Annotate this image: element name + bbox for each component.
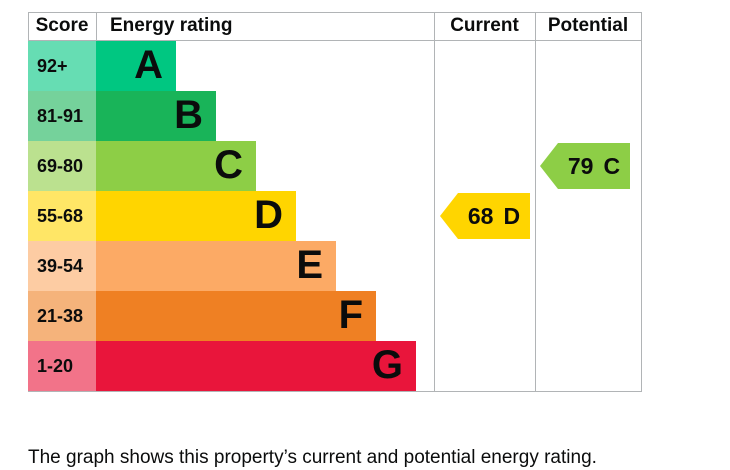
score-range-b: 81-91 — [28, 91, 96, 141]
band-row-e: 39-54 E — [28, 241, 641, 291]
current-column-header: Current — [450, 15, 519, 36]
band-row-a: 92+ A — [28, 41, 641, 91]
header-bottom-border — [28, 40, 641, 41]
band-letter-b: B — [174, 93, 203, 137]
score-range-a: 92+ — [28, 41, 96, 91]
header-left-border — [28, 13, 29, 40]
current-rating-letter: D — [503, 202, 521, 229]
potential-rating-value: 79 — [567, 152, 594, 179]
band-bar-b: B — [96, 91, 216, 141]
score-range-f: 21-38 — [28, 291, 96, 341]
band-row-f: 21-38 F — [28, 291, 641, 341]
band-bar-a: A — [96, 41, 176, 91]
score-range-d: 55-68 — [28, 191, 96, 241]
band-letter-f: F — [338, 293, 363, 337]
potential-rating-letter: C — [603, 152, 621, 179]
header-score-separator — [96, 13, 97, 40]
current-column-border — [434, 13, 435, 391]
band-bar-g: G — [96, 341, 416, 391]
band-row-g: 1-20 G — [28, 341, 641, 391]
current-rating-value: 68 — [467, 202, 494, 229]
band-letter-a: A — [134, 43, 163, 87]
band-bar-d: D — [96, 191, 296, 241]
band-letter-d: D — [254, 193, 283, 237]
chart-caption: The graph shows this property’s current … — [28, 447, 597, 468]
score-range-g: 1-20 — [28, 341, 96, 391]
band-bar-c: C — [96, 141, 256, 191]
band-row-b: 81-91 B — [28, 91, 641, 141]
potential-rating-arrow: 79 C — [540, 143, 630, 189]
score-range-e: 39-54 — [28, 241, 96, 291]
current-rating-arrow: 68 D — [440, 193, 530, 239]
epc-rating-chart: Score Energy rating Current Potential 92… — [28, 12, 642, 392]
score-range-c: 69-80 — [28, 141, 96, 191]
band-row-c: 69-80 C — [28, 141, 641, 191]
energy-rating-column-header: Energy rating — [110, 15, 233, 36]
band-bar-e: E — [96, 241, 336, 291]
band-letter-g: G — [371, 343, 403, 387]
band-letter-e: E — [296, 243, 323, 287]
potential-column-border — [535, 13, 536, 391]
band-letter-c: C — [214, 143, 243, 187]
band-bar-f: F — [96, 291, 376, 341]
potential-column-header: Potential — [547, 15, 629, 36]
score-column-header: Score — [35, 15, 89, 36]
band-row-d: 55-68 D — [28, 191, 641, 241]
